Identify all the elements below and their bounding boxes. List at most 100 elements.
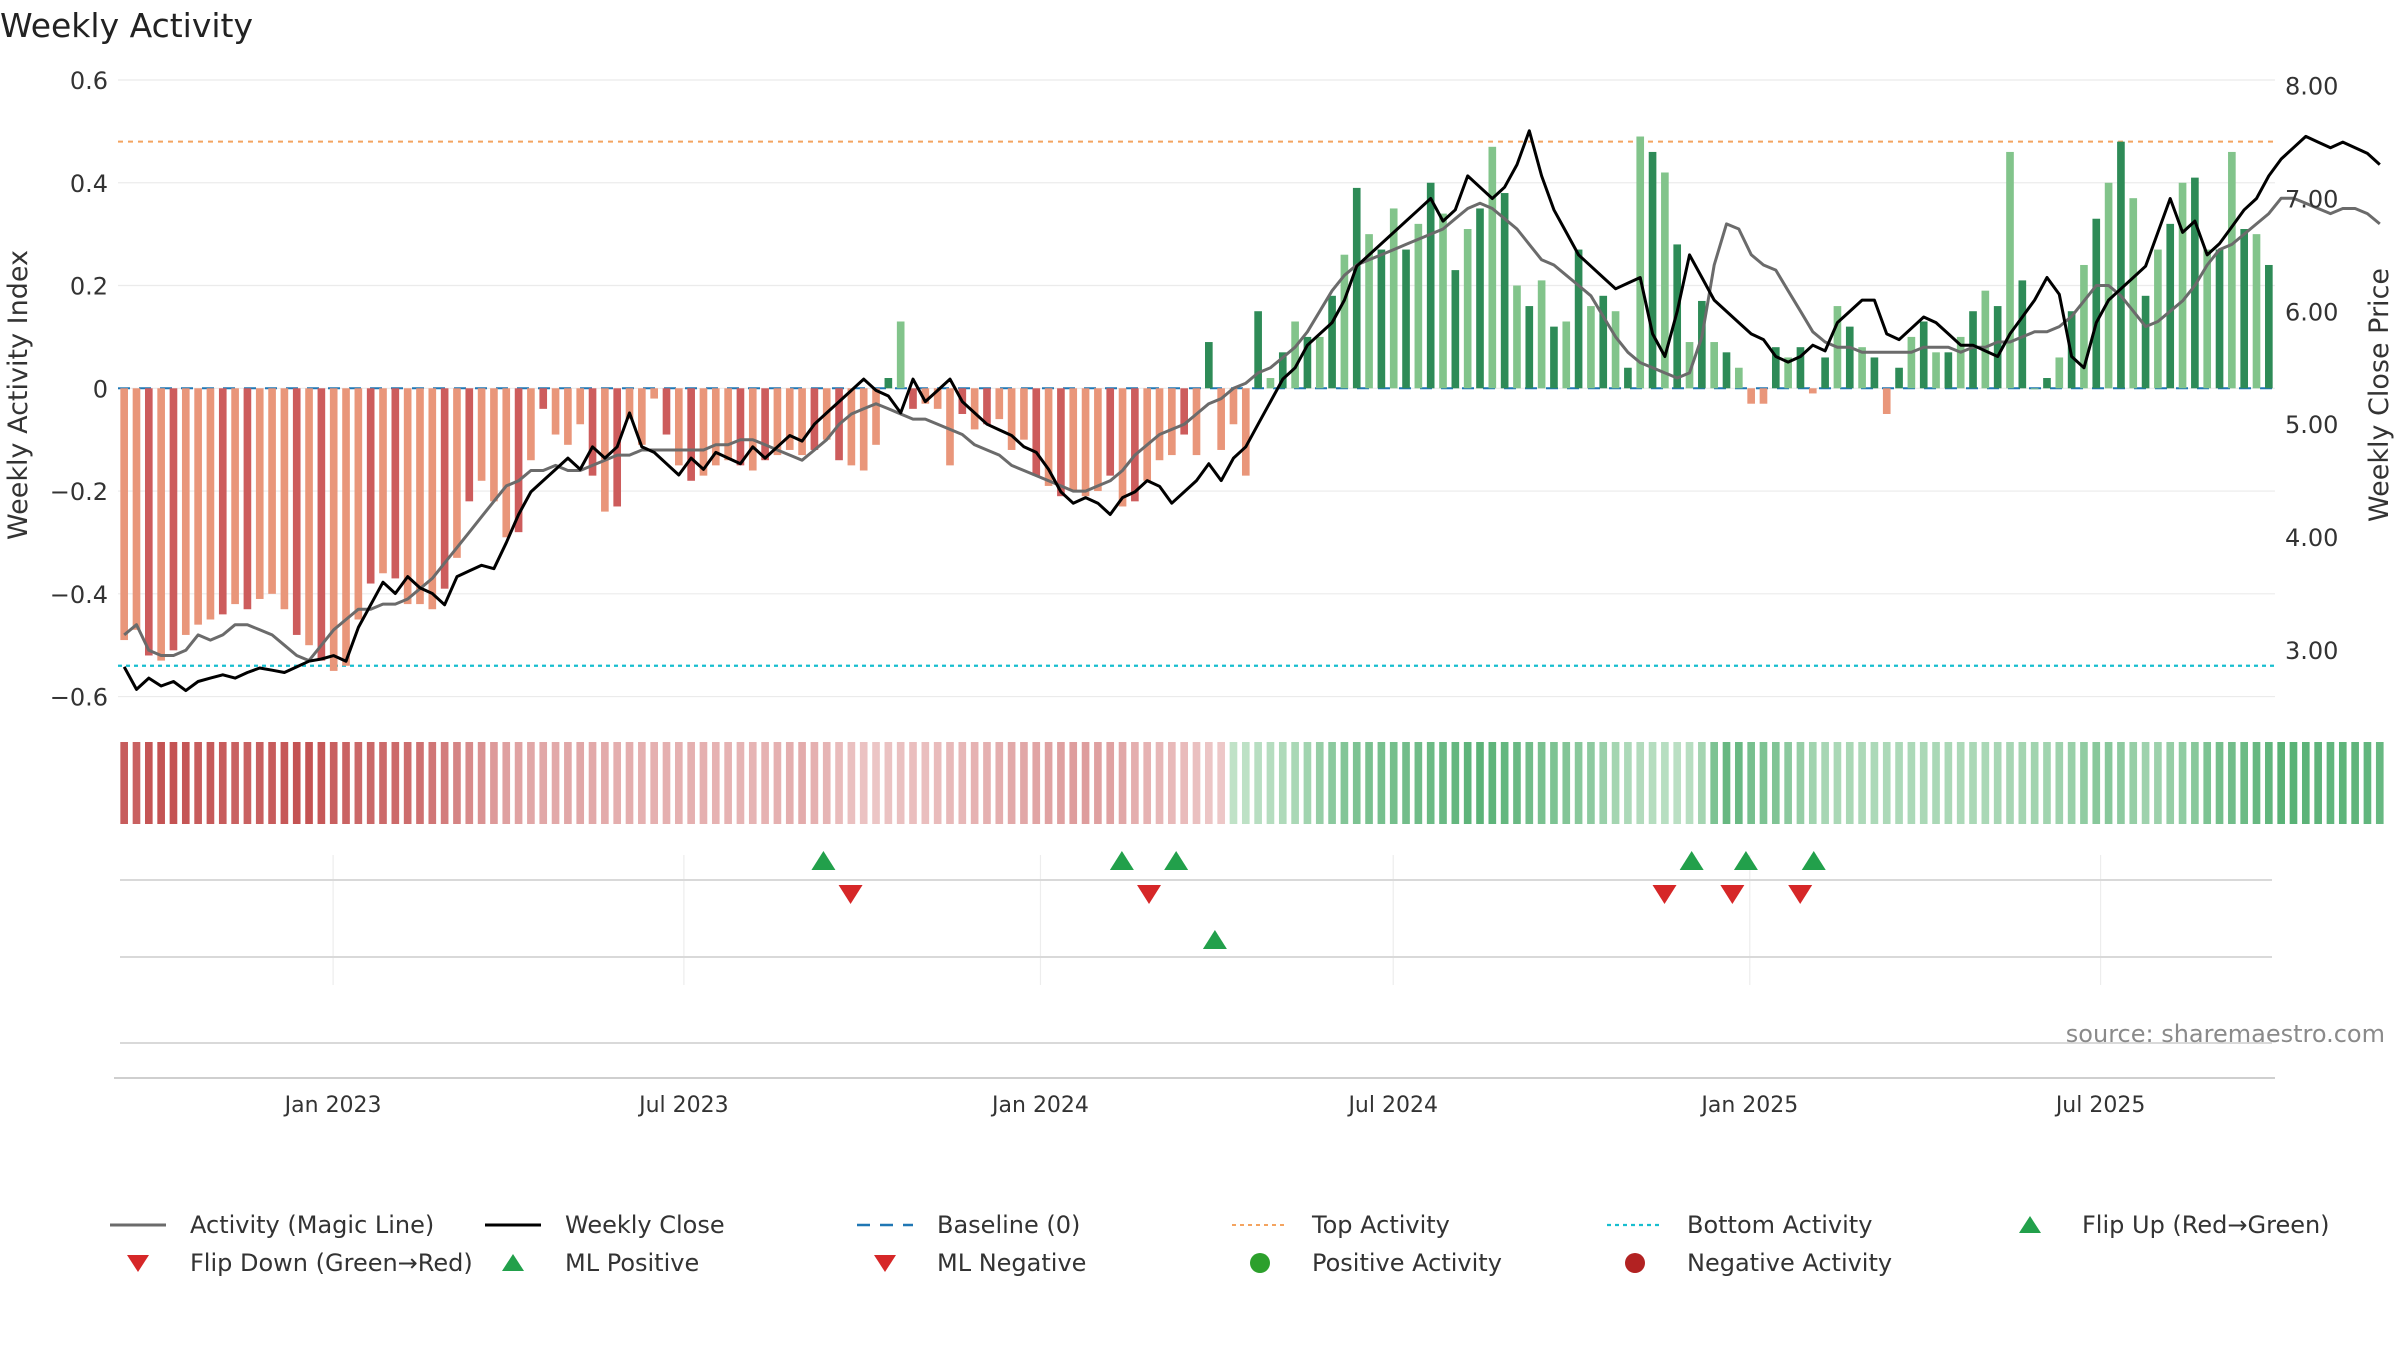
activity-bar [1315, 336, 1324, 389]
activity-bar [847, 388, 856, 466]
activity-bar [255, 388, 264, 599]
activity-bar [1525, 306, 1534, 389]
heat-cell [157, 742, 165, 824]
activity-bar [1143, 388, 1152, 481]
legend-item: Negative Activity [1625, 1249, 1892, 1277]
legend-item: Activity (Magic Line) [110, 1211, 434, 1239]
heat-cell [872, 742, 880, 824]
activity-bar [1451, 270, 1460, 389]
activity-bar [514, 388, 523, 533]
heat-cell [305, 742, 313, 824]
x-tick-label: Jul 2025 [2054, 1093, 2146, 1118]
heat-cell [169, 742, 178, 824]
activity-bar [1907, 336, 1916, 389]
heat-cell [1698, 742, 1706, 824]
activity-bar [1599, 295, 1608, 389]
heat-cell [2289, 742, 2298, 824]
activity-bar [2203, 249, 2212, 389]
heat-cell [711, 742, 720, 824]
activity-bar [268, 388, 276, 594]
heat-cell [896, 742, 905, 824]
legend-label: Top Activity [1311, 1211, 1450, 1239]
activity-bar [884, 378, 893, 389]
activity-bar [1611, 311, 1620, 389]
x-tick-label: Jul 2024 [1346, 1093, 1438, 1118]
activity-bar [1402, 249, 1410, 389]
activity-bar [1895, 367, 1903, 389]
activity-bar [601, 388, 609, 512]
activity-bar [539, 388, 548, 409]
activity-bar [157, 388, 165, 661]
activity-bar [1784, 357, 1792, 389]
heat-cell [1574, 742, 1583, 824]
activity-bar [576, 388, 585, 425]
activity-bar [1007, 388, 1016, 450]
y2-tick-label: 4.00 [2285, 524, 2338, 552]
activity-bar [1340, 254, 1349, 389]
activity-bar [872, 388, 880, 445]
activity-bar [1044, 388, 1053, 486]
heat-cell [391, 742, 400, 824]
activity-bar [909, 388, 917, 409]
heat-cell [2228, 742, 2236, 824]
legend-positive-dot-icon [1250, 1253, 1270, 1273]
activity-bar [1131, 388, 1139, 502]
heat-cell [2080, 742, 2088, 824]
activity-bar [1587, 306, 1595, 389]
heat-cell [1352, 742, 1361, 824]
activity-bar [132, 388, 141, 630]
heat-cell [884, 742, 893, 824]
heat-cell [2117, 742, 2125, 824]
activity-bar [921, 388, 930, 404]
grid [118, 79, 2275, 1044]
activity-bar [1303, 336, 1312, 389]
heat-cell [650, 742, 658, 824]
heat-cell [1081, 742, 1090, 824]
heat-cell [1328, 742, 1336, 824]
activity-bar [1710, 342, 1719, 389]
legend-item: Positive Activity [1250, 1249, 1502, 1277]
activity-bar [748, 388, 757, 471]
heat-cell [2277, 742, 2285, 824]
heat-cell [933, 742, 942, 824]
activity-bar [1944, 352, 1953, 389]
activity-bar [2080, 264, 2088, 389]
activity-bar [711, 388, 720, 466]
heat-cell [1944, 742, 1953, 824]
activity-bar [687, 388, 695, 481]
activity-bar [502, 388, 511, 538]
heat-cell [231, 742, 239, 824]
activity-bar [1229, 388, 1238, 425]
heat-cell [1488, 742, 1497, 824]
activity-bar [1821, 357, 1829, 389]
legend-item: Baseline (0) [857, 1211, 1080, 1239]
activity-bar [2117, 141, 2125, 389]
heat-cell [1858, 742, 1866, 824]
activity-bar [2215, 249, 2224, 389]
heat-cell [292, 742, 301, 824]
activity-bar [1562, 321, 1571, 389]
heat-cell [465, 742, 474, 824]
signal-markers [811, 851, 1826, 949]
activity-bar [970, 388, 979, 430]
heat-cell [1661, 742, 1669, 824]
flip-up-marker [1733, 851, 1758, 870]
x-tick-label: Jan 2025 [1699, 1093, 1798, 1118]
heat-cell [1476, 742, 1484, 824]
activity-bar [859, 388, 868, 471]
heat-cell [699, 742, 708, 824]
heat-cell [2265, 742, 2273, 824]
heat-cell [1808, 742, 1817, 824]
heat-cell [2166, 742, 2175, 824]
heat-cell [1365, 742, 1373, 824]
heat-cell [970, 742, 979, 824]
heat-cell [1340, 742, 1349, 824]
heat-cell [1402, 742, 1410, 824]
activity-bar [1488, 146, 1497, 389]
heat-cell [2351, 742, 2359, 824]
heat-cell [1229, 742, 1238, 824]
heat-cell [280, 742, 289, 824]
weekly-close-series [122, 129, 2381, 693]
activity-bar [1870, 357, 1879, 389]
heat-cell [1057, 742, 1065, 824]
